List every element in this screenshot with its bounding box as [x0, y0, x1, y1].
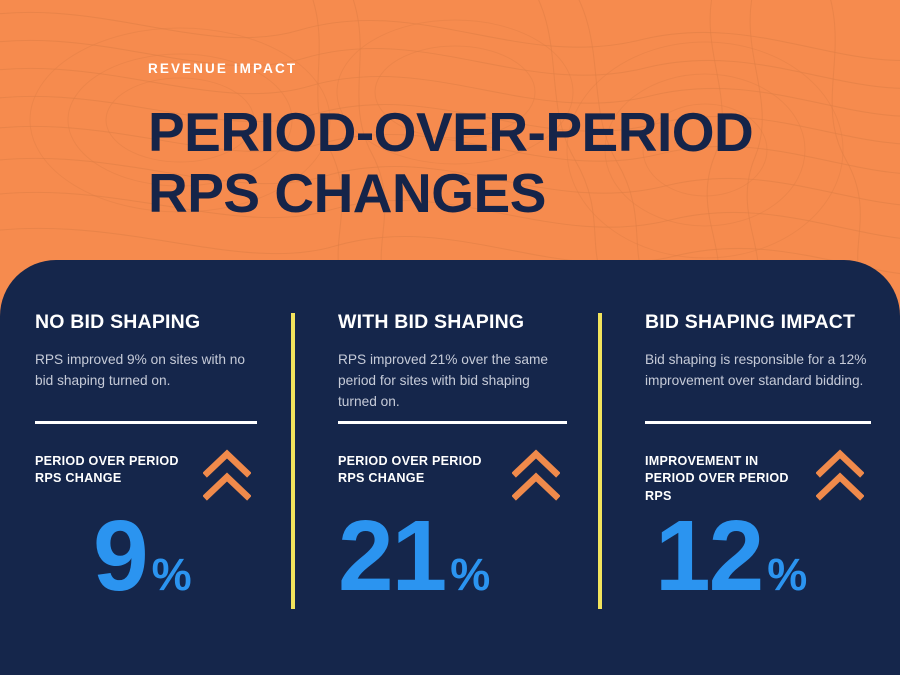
headline-line-2: RPS CHANGES — [148, 162, 546, 225]
stats-panel: NO BID SHAPING RPS improved 9% on sites … — [0, 260, 900, 675]
stat-column-with-bid-shaping: WITH BID SHAPING RPS improved 21% over t… — [293, 260, 600, 620]
stat-unit: % — [767, 549, 808, 600]
stat-number: 12 — [655, 500, 764, 612]
header-section: REVENUE IMPACT PERIOD-OVER-PERIOD RPS CH… — [0, 0, 900, 260]
column-rule — [35, 421, 257, 424]
stat-columns: NO BID SHAPING RPS improved 9% on sites … — [0, 260, 900, 620]
stat-number: 21 — [338, 500, 447, 612]
stat-value: 9 % — [93, 506, 192, 606]
column-description: RPS improved 9% on sites with no bid sha… — [35, 352, 245, 389]
stat-value: 21 % — [338, 506, 490, 606]
stat-column-bid-shaping-impact: BID SHAPING IMPACT Bid shaping is respon… — [600, 260, 900, 620]
headline-line-1: PERIOD-OVER-PERIOD — [148, 100, 754, 163]
metric-label: IMPROVEMENT IN PERIOD OVER PERIOD RPS — [645, 454, 789, 503]
metric-row: IMPROVEMENT IN PERIOD OVER PERIOD RPS — [645, 449, 865, 506]
column-divider-2 — [598, 313, 602, 609]
eyebrow-label: REVENUE IMPACT — [148, 61, 298, 76]
metric-row: PERIOD OVER PERIOD RPS CHANGE — [35, 449, 252, 506]
metric-label: PERIOD OVER PERIOD RPS CHANGE — [338, 454, 482, 486]
stat-unit: % — [450, 549, 491, 600]
double-chevron-up-icon — [815, 449, 865, 506]
column-title: WITH BID SHAPING — [338, 311, 525, 333]
stat-number: 9 — [93, 500, 149, 612]
column-title: BID SHAPING IMPACT — [645, 311, 856, 333]
column-rule — [645, 421, 871, 424]
metric-row: PERIOD OVER PERIOD RPS CHANGE — [338, 449, 561, 506]
column-rule — [338, 421, 567, 424]
column-divider-1 — [291, 313, 295, 609]
double-chevron-up-icon — [511, 449, 561, 506]
column-description: RPS improved 21% over the same period fo… — [338, 352, 548, 410]
stat-column-no-bid-shaping: NO BID SHAPING RPS improved 9% on sites … — [0, 260, 293, 620]
stat-unit: % — [151, 549, 192, 600]
stat-value: 12 % — [655, 506, 807, 606]
page-title: PERIOD-OVER-PERIOD RPS CHANGES — [148, 100, 808, 225]
metric-label: PERIOD OVER PERIOD RPS CHANGE — [35, 454, 179, 486]
column-description: Bid shaping is responsible for a 12% imp… — [645, 352, 867, 389]
double-chevron-up-icon — [202, 449, 252, 506]
column-title: NO BID SHAPING — [35, 311, 201, 333]
